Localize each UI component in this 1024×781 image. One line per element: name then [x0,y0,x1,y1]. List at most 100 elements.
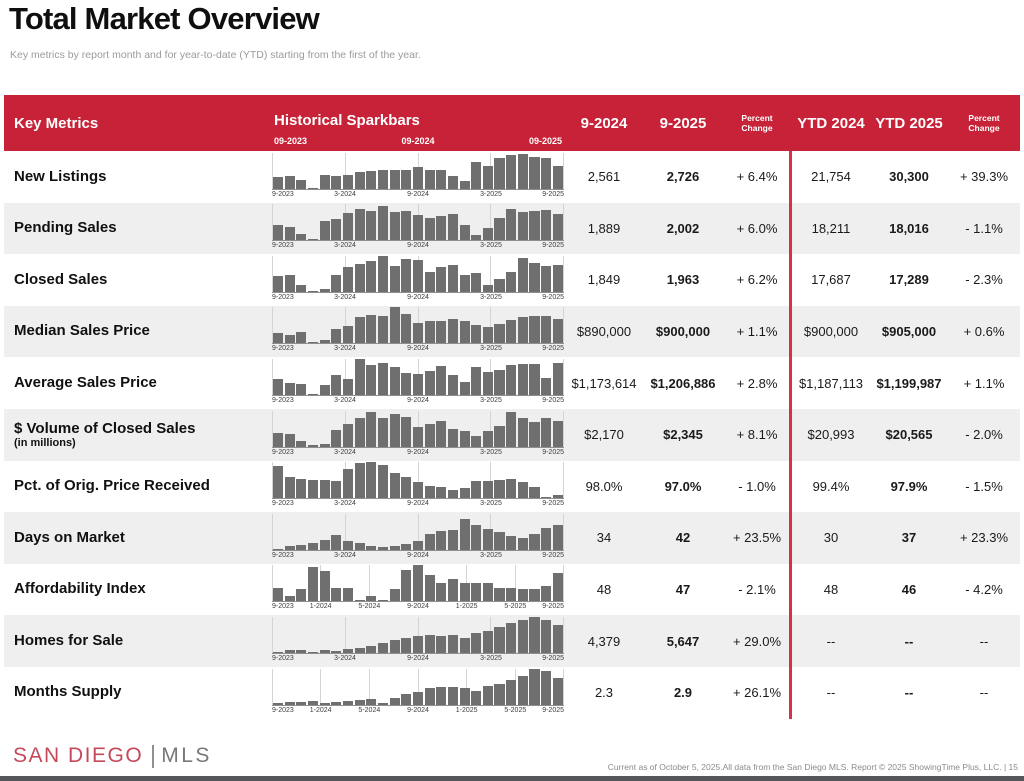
page-title: Total Market Overview [9,1,320,36]
spark-bar [354,542,365,550]
value-month-2025: $900,000 [655,324,711,340]
sparkbar-gridline [417,668,419,705]
bottom-page-strip [0,776,1024,781]
spark-bar [412,215,424,241]
sparkbar-axis: 9-2023 3-2024 9-2024 3-2025 9-2025 [272,345,564,355]
spark-bar [424,370,435,395]
spark-bar [331,176,342,189]
sparkbar-gridline [417,616,419,653]
spark-bar [342,649,354,653]
spark-bar [459,382,470,395]
spark-bar [284,546,295,550]
spark-bar [354,263,365,292]
sparkbar-axis-label: 9-2024 [407,190,429,198]
spark-bar [296,650,307,653]
spark-bar [424,170,435,189]
spark-bar [366,210,377,241]
sparkbar-axis-label: 9-2024 [407,500,429,508]
value-ytd-pct-change: -- [979,633,989,649]
spark-bar [401,169,412,189]
value-ytd-pct-change: + 1.1% [963,375,1005,391]
spark-bar [517,481,528,499]
spark-bar [447,490,458,499]
spark-bar [366,645,377,653]
spark-bar [471,525,482,550]
spark-bar [319,221,330,241]
spark-bar [541,265,552,292]
sparkbar-plot [272,668,564,706]
spark-bar [506,155,517,189]
spark-bar [506,208,517,241]
sparkbar-gridline [563,410,564,447]
value-month-pct-change: + 8.1% [736,427,778,443]
spark-bar [342,378,354,395]
value-ytd-2025: $20,565 [885,427,933,443]
spark-bar [506,271,517,292]
spark-bar [424,217,435,241]
spark-bar [307,291,319,292]
spark-bar [529,616,540,653]
sparkbar-axis: 9-2023 3-2024 9-2024 3-2025 9-2025 [272,449,564,459]
spark-bar [284,433,295,447]
sparkbar: 9-2023 1-2024 5-2024 9-2024 1-2025 5-2025 9-20… [272,564,564,616]
value-month-2025: 2,726 [666,169,700,185]
metric-name-cell: Pending Sales [4,203,272,255]
table-body: New Listings 9-2023 3-2024 9-2024 3-2025 9-2… [4,151,1020,719]
spark-bar [494,480,505,499]
spark-bar [412,260,424,292]
sparkbar-axis-label: 9-2024 [407,242,429,250]
sparkbar-axis-label: 5-2025 [504,706,527,714]
sparkbar-axis-label: 3-2025 [480,551,502,559]
metric-sublabel: (in millions) [14,437,76,450]
spark-bar [459,688,470,705]
value-month-pct-change: + 6.0% [736,220,778,236]
value-ytd-2024: $900,000 [789,305,870,358]
sparkbar: 9-2023 3-2024 9-2024 3-2025 9-2025 [272,306,564,358]
spark-bar [506,587,517,602]
sparkbar-gridline [490,462,492,499]
spark-bar [401,694,412,705]
metric-label: Closed Sales [14,270,108,288]
spark-bar [424,575,435,602]
value-ytd-2024: 21,754 [789,151,870,203]
spark-bar [424,485,435,499]
spark-bar [401,417,412,447]
spark-bar [354,317,365,344]
spark-bar [354,700,365,705]
sparkbar-axis-label: 9-2023 [272,448,294,456]
spark-bar [436,169,447,189]
sparkbar-axis: 9-2023 1-2024 5-2024 9-2024 1-2025 5-2025 9-20… [272,707,564,717]
value-month-2024: 2.3 [594,685,614,701]
spark-bar [273,378,284,395]
sparkbar-axis-label: 9-2023 [272,551,294,559]
value-ytd-2024: 18,211 [789,202,870,255]
spark-bar [552,362,563,395]
sparkbar-bars [272,462,564,499]
sparkbar-gridline [272,152,273,189]
spark-bar [319,570,330,602]
metric-label: $ Volume of Closed Sales [14,419,196,437]
value-ytd-2025: 17,289 [889,272,929,288]
sparkbar-axis-label: 9-2024 [407,345,429,353]
spark-bar [307,700,319,705]
spark-bar [354,358,365,395]
spark-bar [377,363,389,395]
spark-bar [273,432,284,447]
spark-bar [342,213,354,241]
spark-bar [541,209,552,241]
sparkbar-bars [272,514,564,550]
spark-bar [471,324,482,344]
spark-bar [447,687,458,705]
value-ytd-2025: 46 [901,582,917,598]
spark-bar [506,536,517,550]
sparkbar-gridline [563,565,564,602]
spark-bar [529,668,540,705]
spark-bar [494,323,505,344]
value-month-pct-change: + 26.1% [732,685,782,701]
spark-bar [307,342,319,344]
sparkbar-bars [272,616,564,653]
spark-bar [307,393,319,395]
spark-bar [436,215,447,241]
footer-disclaimer: Current as of October 5, 2025.All data f… [607,762,1018,772]
value-month-2024: $890,000 [576,324,632,340]
